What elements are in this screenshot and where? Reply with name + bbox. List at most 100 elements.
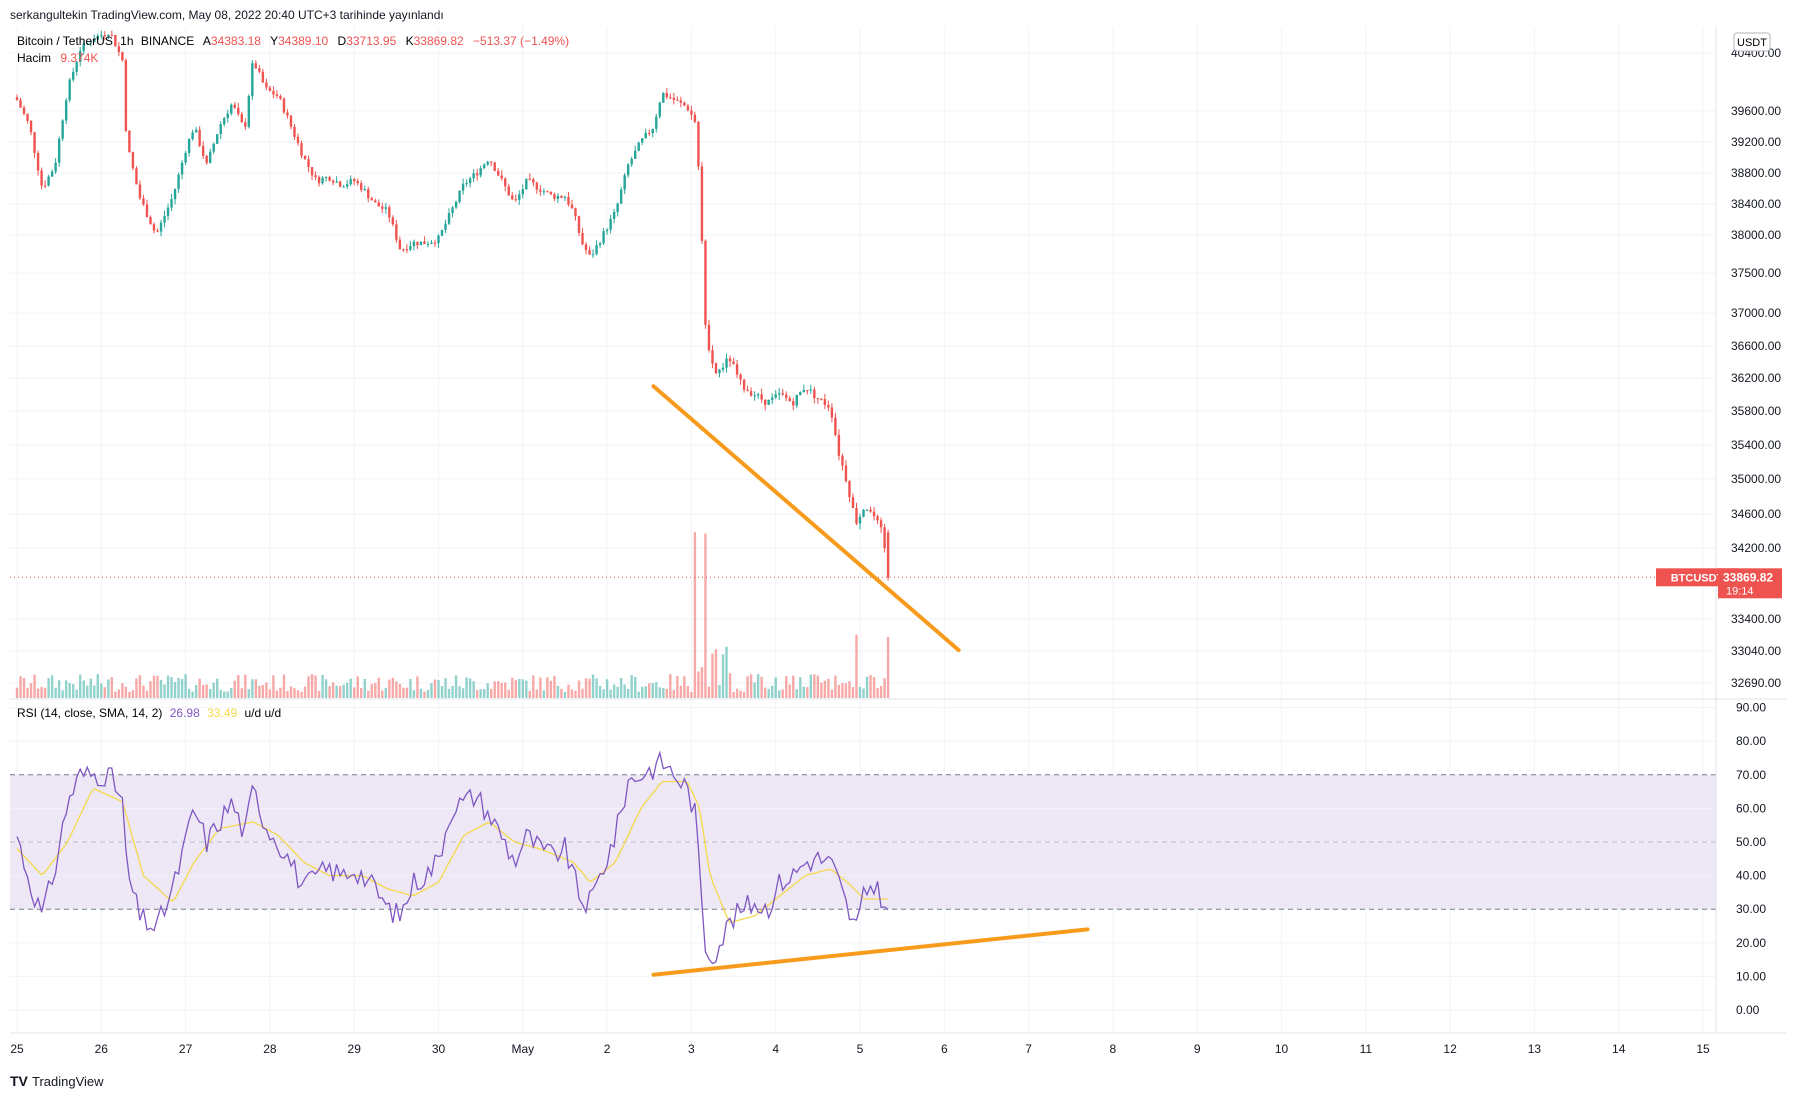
volume-bar bbox=[324, 679, 328, 698]
candle-body bbox=[869, 509, 872, 512]
candle-body bbox=[300, 143, 303, 156]
volume-bar bbox=[26, 687, 29, 698]
candle-body bbox=[535, 182, 539, 190]
candle-body bbox=[96, 35, 99, 40]
volume-bar bbox=[475, 689, 479, 698]
volume-bar bbox=[461, 688, 465, 698]
volume-bar bbox=[711, 653, 714, 698]
candle-body bbox=[641, 138, 644, 143]
volume-bar bbox=[482, 689, 486, 698]
volume-bar bbox=[511, 677, 514, 698]
volume-bar bbox=[335, 685, 338, 698]
tradingview-logo[interactable]: TV TradingView bbox=[10, 1073, 104, 1089]
rsi-tick-label: 50.00 bbox=[1736, 835, 1766, 849]
volume-bar bbox=[742, 691, 746, 698]
volume-bar bbox=[107, 679, 110, 698]
currency-badge[interactable] bbox=[1733, 32, 1771, 52]
volume-bar bbox=[704, 533, 707, 698]
candle-body bbox=[166, 207, 170, 216]
candle-body bbox=[93, 39, 96, 43]
candle-body bbox=[658, 102, 661, 117]
candle-body bbox=[679, 100, 683, 103]
candle-body bbox=[180, 162, 184, 175]
candle-body bbox=[451, 207, 454, 214]
candle-body bbox=[806, 389, 809, 391]
volume-bar bbox=[22, 677, 26, 698]
volume-bar bbox=[342, 684, 345, 698]
candle-body bbox=[732, 361, 735, 365]
volume-bar bbox=[648, 683, 651, 698]
candle-body bbox=[669, 97, 672, 99]
rsi-axis[interactable]: 90.00 80.00 70.00 60.00 50.00 40.00 30.00 20.00… bbox=[1736, 701, 1766, 1017]
candle-body bbox=[721, 367, 725, 370]
volume-bar bbox=[367, 690, 370, 698]
candle-body bbox=[511, 195, 514, 200]
time-axis[interactable]: 25 26 27 28 29 30 May 2 3 4 5 6 7 8 9 10 11 12 13 14 15 bbox=[10, 1042, 1710, 1056]
candle-body bbox=[19, 100, 22, 108]
price-tick-label: 33040.00 bbox=[1731, 644, 1781, 658]
volume-bar bbox=[525, 680, 528, 698]
candle-body bbox=[349, 179, 352, 185]
price-tick-label: 33400.00 bbox=[1731, 612, 1781, 626]
price-trendline[interactable] bbox=[651, 384, 961, 653]
volume-bar bbox=[412, 690, 416, 698]
rsi-sma-line bbox=[16, 780, 889, 924]
candle-body bbox=[563, 196, 567, 198]
candle-body bbox=[553, 194, 556, 199]
volume-bar bbox=[149, 681, 152, 698]
candle-body bbox=[707, 324, 711, 351]
candle-body bbox=[626, 164, 630, 176]
volume-bar bbox=[131, 690, 135, 698]
volume-bar bbox=[275, 690, 279, 698]
candle-body bbox=[391, 217, 395, 225]
candle-body bbox=[226, 113, 229, 119]
volume-bar bbox=[173, 682, 177, 698]
candle-body bbox=[156, 230, 159, 232]
volume-bar bbox=[732, 691, 735, 698]
price-tick-label: 36200.00 bbox=[1731, 371, 1781, 385]
volume-bar bbox=[749, 674, 753, 698]
volume-bar bbox=[479, 689, 482, 698]
volume-bar bbox=[216, 678, 219, 698]
volume-bar bbox=[700, 667, 704, 698]
volume-bar bbox=[518, 679, 521, 698]
volume-bar bbox=[489, 688, 493, 698]
volume-bar bbox=[690, 691, 693, 698]
price-tick-label: 35400.00 bbox=[1731, 438, 1781, 452]
candle-body bbox=[384, 207, 388, 209]
volume-bar bbox=[802, 686, 805, 698]
candle-body bbox=[634, 150, 637, 159]
volume-bar bbox=[542, 690, 546, 698]
candle-body bbox=[584, 244, 588, 251]
volume-bar bbox=[300, 691, 303, 698]
volume-bar bbox=[272, 675, 275, 698]
rsi-name: RSI (14, close, SMA, 14, 2) bbox=[17, 706, 162, 720]
volume-bar bbox=[451, 685, 454, 698]
price-axis[interactable]: 40400.0039600.0039200.0038800.0038400.00… bbox=[1731, 46, 1781, 690]
volume-bar bbox=[187, 688, 191, 698]
candle-body bbox=[412, 241, 416, 247]
candle-body bbox=[879, 520, 883, 528]
volume-bar bbox=[844, 683, 848, 698]
time-tick-label: May bbox=[511, 1042, 534, 1056]
candle-body bbox=[64, 100, 68, 121]
candle-body bbox=[405, 249, 409, 251]
volume-bar bbox=[328, 686, 331, 698]
main-pane[interactable] bbox=[10, 27, 1716, 699]
volume-bar bbox=[468, 678, 472, 698]
volume-bar bbox=[265, 682, 268, 698]
time-tick-label: 2 bbox=[604, 1042, 611, 1056]
candle-body bbox=[440, 229, 444, 236]
candle-body bbox=[851, 497, 855, 508]
rsi-trendline[interactable] bbox=[651, 927, 1090, 977]
volume-bar bbox=[19, 676, 22, 698]
candle-body bbox=[68, 79, 71, 101]
candle-body bbox=[525, 178, 528, 190]
candle-body bbox=[254, 63, 258, 69]
candle-body bbox=[816, 398, 820, 400]
candle-body bbox=[848, 481, 851, 498]
time-tick-label: 26 bbox=[95, 1042, 109, 1056]
candle-body bbox=[50, 171, 54, 177]
candle-body bbox=[244, 122, 247, 127]
